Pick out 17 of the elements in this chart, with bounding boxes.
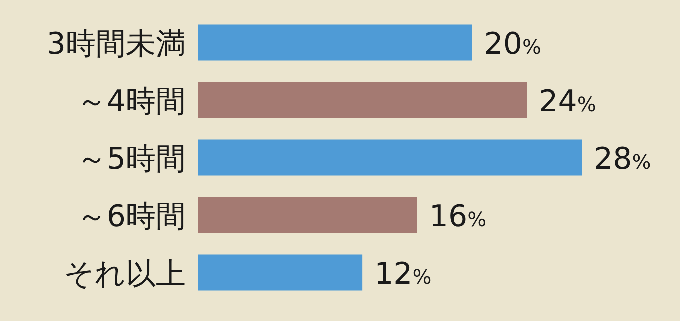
bar	[198, 24, 472, 61]
y-tick-label: 3時間未満	[46, 26, 186, 62]
y-tick-label: ～5時間	[76, 142, 186, 177]
data-label: 24%	[539, 84, 596, 120]
data-label: 16%	[429, 199, 487, 234]
y-tick-label: ～6時間	[76, 199, 186, 234]
bar	[198, 140, 582, 176]
data-label: 12%	[374, 256, 432, 292]
bar	[198, 82, 528, 118]
bar: それ以上 12%	[64, 254, 432, 292]
bar	[198, 197, 418, 234]
y-tick-label: ～4時間	[76, 84, 186, 120]
bar	[198, 254, 363, 291]
data-label: 20%	[484, 26, 542, 62]
y-tick-label: それ以上	[64, 256, 186, 292]
data-label: 28%	[594, 142, 652, 177]
bar: 3時間未満 20%	[46, 24, 542, 62]
